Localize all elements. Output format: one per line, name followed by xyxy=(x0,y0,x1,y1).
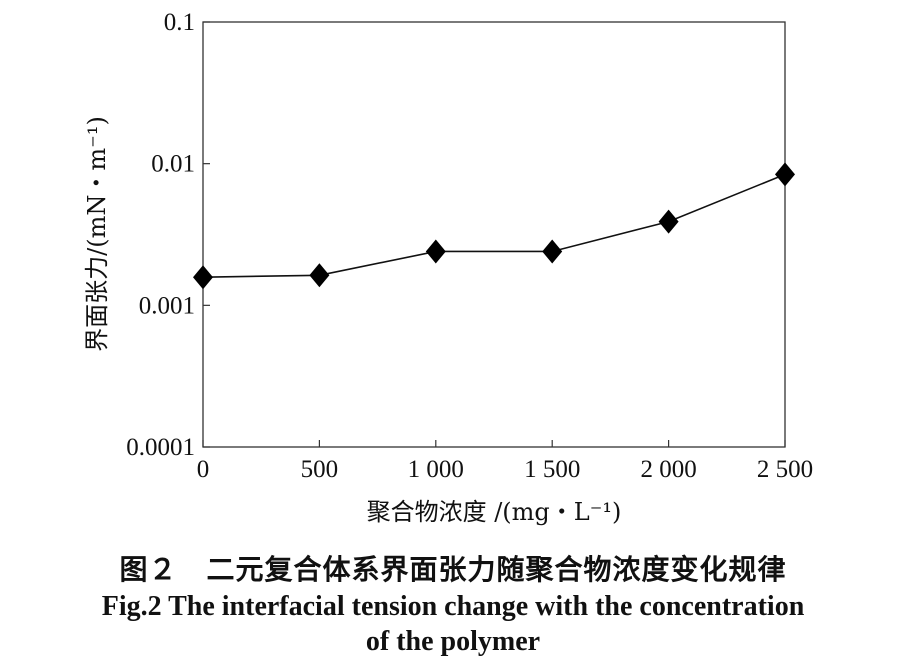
data-point-marker xyxy=(542,239,563,264)
caption-english-line2: of the polymer xyxy=(365,626,541,657)
x-tick-label: 1 500 xyxy=(524,456,580,483)
data-point-marker xyxy=(193,265,213,290)
caption-english-line1: Fig.2 The interfacial tension change wit… xyxy=(101,591,805,622)
series-line xyxy=(202,173,786,278)
data-point-marker xyxy=(658,209,679,234)
data-point-marker xyxy=(425,239,446,264)
data-point-marker xyxy=(309,263,330,288)
y-axis-label: 界面张力/(mN・m⁻¹) xyxy=(83,116,111,352)
x-axis-label: 聚合物浓度 /(mg・L⁻¹) xyxy=(367,498,622,526)
y-tick-label: 0.0001 xyxy=(126,434,195,461)
x-tick-label: 1 000 xyxy=(408,456,464,483)
y-tick-label: 0.01 xyxy=(151,151,195,178)
x-tick-label: 2 000 xyxy=(640,456,696,483)
x-tick-label: 0 xyxy=(197,456,210,483)
y-tick-label: 0.1 xyxy=(164,9,195,36)
x-tick-label: 2 500 xyxy=(757,456,813,483)
data-point-marker xyxy=(775,162,795,187)
x-tick-label: 500 xyxy=(301,456,339,483)
caption-chinese: 图２ 二元复合体系界面张力随聚合物浓度变化规律 xyxy=(119,553,787,586)
y-tick-label: 0.001 xyxy=(139,292,195,319)
plot-frame xyxy=(202,21,786,448)
